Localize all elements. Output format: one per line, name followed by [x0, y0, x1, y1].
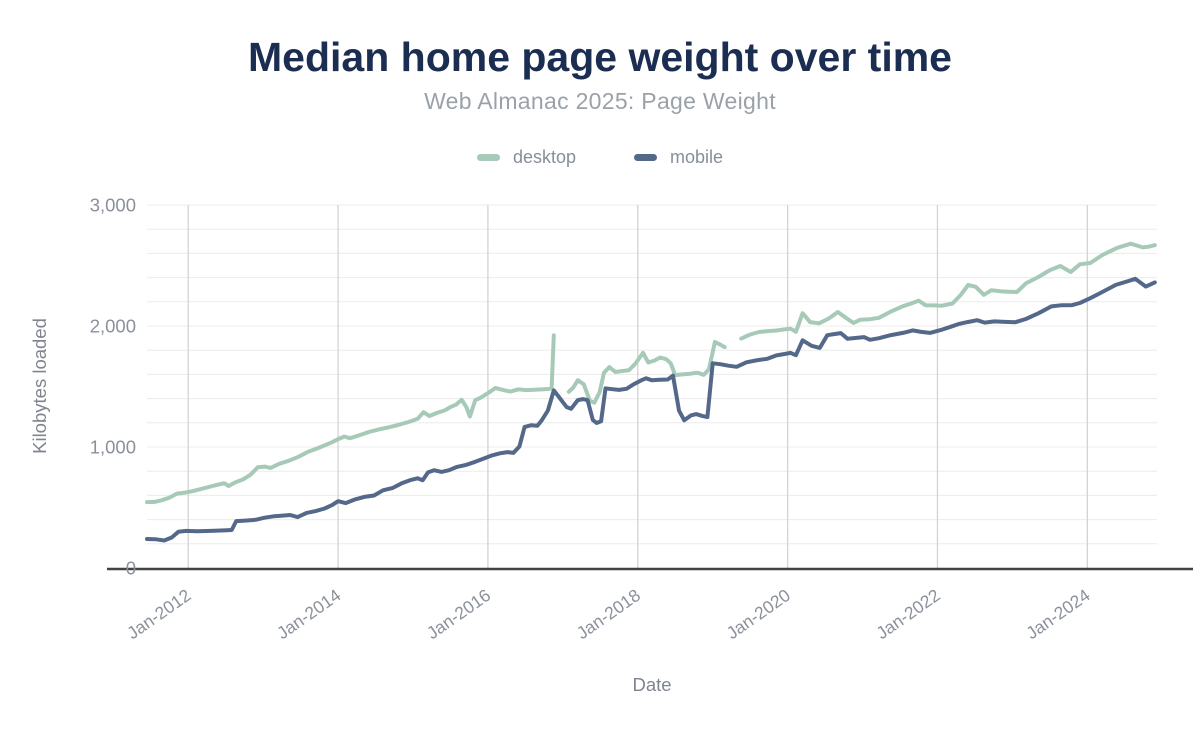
chart-subtitle: Web Almanac 2025: Page Weight — [424, 88, 776, 114]
x-tick-label: Jan-2018 — [573, 585, 644, 643]
x-tick-label: Jan-2016 — [423, 585, 494, 643]
x-axis-title: Date — [632, 674, 671, 695]
y-tick-label: 3,000 — [90, 195, 136, 216]
x-tick-label: Jan-2024 — [1022, 585, 1093, 643]
legend-item-mobile[interactable]: mobile — [634, 147, 723, 168]
legend-item-desktop[interactable]: desktop — [476, 147, 576, 168]
y-tick-label: 0 — [126, 558, 136, 579]
x-tick-label: Jan-2020 — [723, 585, 794, 643]
mobile-line — [145, 276, 1157, 543]
y-tick-label: 1,000 — [90, 437, 136, 458]
x-tick-label: Jan-2012 — [123, 585, 194, 643]
y-axis-title: Kilobytes loaded — [29, 318, 50, 454]
y-tick-label: 2,000 — [90, 316, 136, 337]
legend-label-desktop: desktop — [512, 147, 576, 167]
chart-title: Median home page weight over time — [248, 34, 952, 80]
legend-label-mobile: mobile — [670, 147, 724, 167]
x-tick-label: Jan-2014 — [273, 585, 344, 643]
desktop-line — [145, 241, 1157, 505]
x-tick-label: Jan-2022 — [873, 585, 944, 643]
legend: desktop mobile — [0, 147, 1200, 168]
desktop-series-swatch-icon — [476, 154, 500, 161]
mobile-series-swatch-icon — [634, 154, 657, 161]
